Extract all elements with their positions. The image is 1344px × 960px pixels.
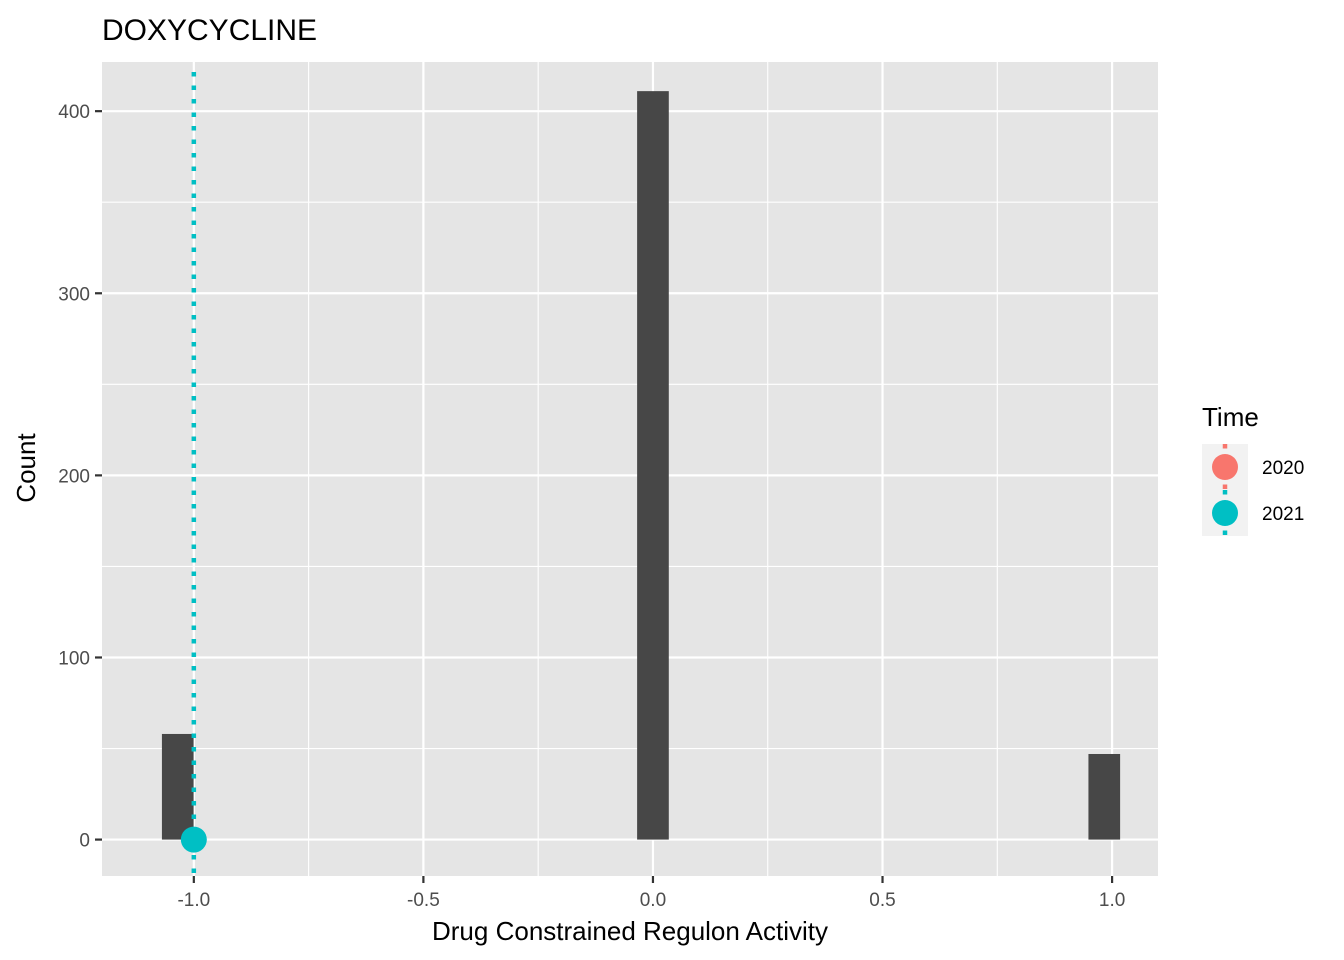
legend-label: 2020 (1262, 458, 1304, 479)
marker-point-2021 (180, 826, 207, 853)
minor-gridlines (102, 62, 1158, 876)
y-axis: 0 100 200 300 400 (58, 102, 102, 852)
histogram-bars (161, 91, 1121, 840)
x-tick-label: -0.5 (407, 890, 440, 911)
x-axis-title: Drug Constrained Regulon Activity (432, 916, 828, 946)
legend-key-point (1212, 500, 1238, 526)
x-tick-label: 0.5 (869, 890, 895, 911)
histogram-bar (161, 733, 194, 840)
histogram-bar (637, 91, 669, 840)
x-tick-label: 0.0 (640, 890, 666, 911)
x-tick-label: 1.0 (1099, 890, 1125, 911)
legend-label: 2021 (1262, 504, 1304, 525)
y-axis-title: Count (11, 433, 41, 503)
legend: Time 2020 2021 (1202, 402, 1304, 536)
legend-title: Time (1202, 402, 1259, 432)
x-axis: -1.0 -0.5 0.0 0.5 1.0 (177, 876, 1125, 911)
y-tick-label: 400 (58, 102, 90, 123)
y-tick-label: 100 (58, 648, 90, 669)
histogram-bar (1088, 753, 1121, 840)
plot-panel (102, 62, 1158, 876)
y-tick-label: 0 (79, 831, 90, 852)
y-tick-label: 300 (58, 284, 90, 305)
x-tick-label: -1.0 (177, 890, 210, 911)
legend-key-point (1212, 454, 1238, 480)
time-markers (180, 72, 207, 876)
chart-title: DOXYCYCLINE (102, 14, 317, 47)
y-tick-label: 200 (58, 466, 90, 487)
